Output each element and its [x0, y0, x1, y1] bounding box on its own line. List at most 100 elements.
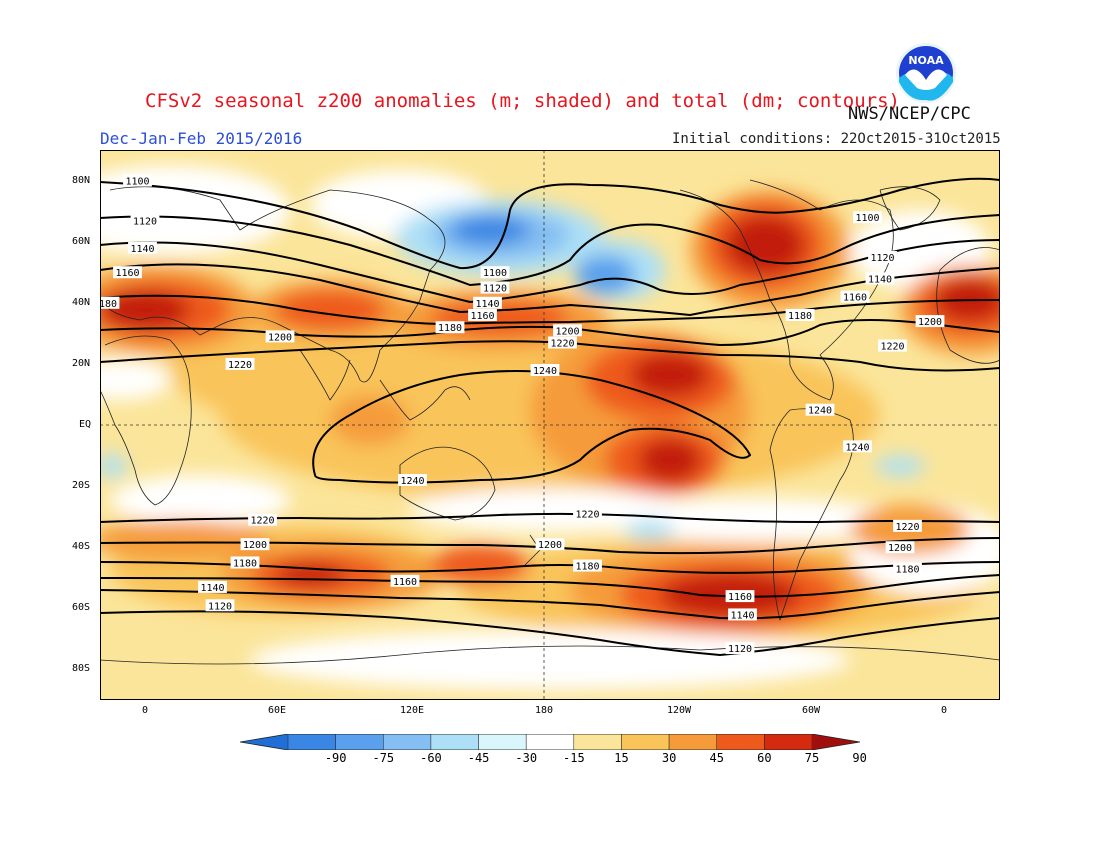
- contour-label-text: 1180: [100, 299, 117, 310]
- lat-label-80s: 80S: [72, 663, 91, 674]
- contour-label: 1200: [553, 324, 582, 337]
- contour-label-text: 1100: [855, 213, 879, 224]
- contour-label: 1220: [893, 519, 922, 533]
- contour-label-text: 1140: [200, 583, 224, 594]
- contour-label: 1180: [893, 562, 922, 576]
- contour-label-text: 1140: [730, 610, 754, 621]
- contour-label-bg: [473, 296, 502, 309]
- lat-label-40n: 40N: [72, 297, 91, 308]
- contour-label: 1200: [265, 330, 295, 343]
- contour-1200: [100, 319, 1000, 347]
- contour-label: 1140: [198, 580, 227, 594]
- contour-label-text: 1220: [228, 360, 252, 371]
- contour-label-text: 1180: [233, 559, 257, 570]
- anomaly-area: [630, 353, 710, 397]
- contour-label-bg: [915, 315, 945, 328]
- contour-label: 1140: [473, 296, 502, 310]
- contour-label-bg: [893, 562, 922, 575]
- contour-label-text: 1240: [845, 442, 869, 453]
- contour-label-bg: [878, 339, 907, 352]
- contour-label-text: 1200: [918, 317, 942, 328]
- contour-label-text: 1120: [870, 253, 894, 264]
- contour-label-text: 1220: [895, 522, 919, 533]
- anomaly-area: [100, 290, 190, 330]
- colorbar-arrow-low: [240, 734, 288, 750]
- contour-label: 1240: [805, 403, 835, 417]
- contour-label-text: 1160: [393, 577, 417, 588]
- colorbar-swatch: [573, 733, 622, 751]
- contour-label: 1220: [548, 336, 577, 350]
- colorbar-tick-label: 45: [709, 751, 724, 765]
- colorbar-swatch: [478, 733, 527, 751]
- contour-label-bg: [728, 608, 757, 621]
- contour-label: 1240: [398, 474, 427, 487]
- se-asia-coast: [379, 379, 471, 421]
- north-america-coast: [679, 179, 894, 401]
- colorbar-tick-label: 90: [852, 751, 867, 765]
- colorbar-tick-label: 60: [757, 751, 772, 765]
- colorbar-tick-label: 75: [804, 751, 820, 765]
- contour-1100-north-pacific: [100, 177, 1000, 270]
- colorbar-swatch: [668, 733, 717, 751]
- contour-label: 1200: [885, 541, 915, 554]
- anomaly-area: [330, 395, 410, 445]
- contour-label-bg: [390, 574, 420, 587]
- anomaly-area: [275, 290, 385, 330]
- contour-label-text: 1240: [533, 366, 557, 377]
- contour-label: 1120: [868, 250, 897, 264]
- lat-label-60s: 60S: [72, 602, 91, 613]
- colorbar-swatch: [335, 733, 384, 751]
- map-frame: [100, 150, 1000, 700]
- contour-label-text: 1100: [483, 268, 507, 279]
- contour-label-bg: [100, 296, 120, 309]
- contour-label-bg: [530, 364, 560, 376]
- contour-label-bg: [240, 538, 270, 551]
- initial-conditions-label: Initial conditions: 22Oct2015-31Oct2015: [672, 131, 1001, 147]
- anomaly-area: [250, 630, 850, 690]
- lat-label-80n: 80N: [72, 175, 91, 186]
- agency-label: NWS/NCEP/CPC: [848, 104, 971, 124]
- contour-label: 1120: [130, 214, 160, 227]
- contour-label: 1180: [100, 296, 120, 310]
- anomaly-map: 1100112011401160118012001220110011201140…: [100, 150, 1000, 700]
- contour-label-bg: [868, 250, 897, 263]
- contour-label-text: 1160: [115, 268, 139, 279]
- colorbar-arrow-high: [812, 734, 860, 750]
- colorbar-swatches: [239, 733, 861, 751]
- lon-label-180: 180: [535, 705, 554, 716]
- contour-label: 1180: [785, 309, 815, 322]
- contour-label: 1160: [113, 266, 142, 279]
- colorbar-swatch: [525, 733, 575, 751]
- anomaly-area: [638, 438, 702, 482]
- contour-label-text: 1140: [868, 274, 892, 285]
- europe-coast: [936, 247, 1000, 364]
- contour-label-text: 1120: [208, 601, 232, 612]
- contour-label-bg: [468, 309, 497, 321]
- lon-label-120w: 120W: [667, 705, 692, 716]
- map-panel: 1100112011401160118012001220110011201140…: [100, 150, 1000, 700]
- contour-label-bg: [128, 241, 157, 254]
- contour-label-text: 1140: [475, 299, 499, 310]
- contour-1160-south: [100, 574, 1000, 598]
- season-label: Dec-Jan-Feb 2015/2016: [100, 129, 303, 148]
- contour-label-text: 1180: [575, 562, 599, 573]
- contour-label-bg: [885, 541, 915, 554]
- contour-label: 1160: [840, 290, 870, 304]
- colorbar-tick-label: 30: [661, 751, 677, 765]
- noaa-logo: NOAA: [895, 42, 957, 104]
- contour-label: 1180: [573, 559, 602, 573]
- colorbar-tick-label: 15: [614, 751, 629, 765]
- contour-label: 1100: [480, 266, 510, 279]
- contour-label: 1120: [725, 642, 755, 655]
- contour-label-bg: [113, 266, 142, 279]
- lat-label-eq: EQ: [79, 419, 92, 430]
- contour-label-text: 1200: [243, 540, 267, 551]
- contour-label-bg: [805, 403, 835, 416]
- contour-label: 1180: [435, 321, 465, 334]
- contour-label-bg: [865, 272, 895, 285]
- contour-label-text: 1240: [400, 476, 424, 487]
- contour-label-text: 1180: [788, 311, 812, 322]
- contour-label: 1200: [535, 538, 565, 551]
- contour-label-bg: [573, 507, 602, 520]
- contour-label: 1200: [240, 538, 270, 551]
